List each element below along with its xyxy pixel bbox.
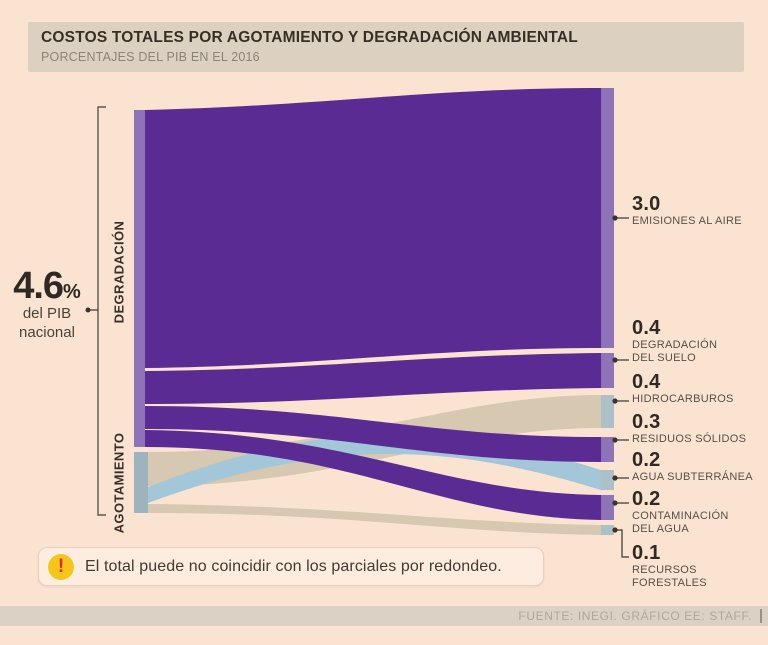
total-caption-line2: nacional bbox=[19, 324, 75, 341]
value-forestales: 0.1 bbox=[632, 542, 661, 564]
text-contaminacion-1: CONTAMINACIÓN bbox=[632, 510, 729, 522]
label-agua: 0.2 AGUA SUBTERRÁNEA bbox=[632, 450, 762, 484]
total-connector-dot bbox=[85, 307, 91, 313]
label-emisiones: 3.0 EMISIONES AL AIRE bbox=[632, 194, 762, 228]
value-residuos: 0.3 bbox=[632, 411, 661, 433]
text-residuos: RESIDUOS SÓLIDOS bbox=[632, 433, 747, 445]
warning-icon: ! bbox=[48, 553, 74, 580]
tick-forestales bbox=[615, 529, 629, 558]
page-title: COSTOS TOTALES POR AGOTAMIENTO Y DEGRADA… bbox=[41, 29, 578, 46]
flow-residuos-solidos bbox=[145, 406, 601, 462]
value-contaminacion: 0.2 bbox=[632, 488, 661, 510]
page-subtitle: PORCENTAJES DEL PIB EN EL 2016 bbox=[41, 50, 260, 64]
label-contaminacion: 0.2 CONTAMINACIÓN DEL AGUA bbox=[632, 489, 762, 536]
node-degradacion bbox=[134, 110, 145, 447]
total-bracket bbox=[97, 106, 106, 516]
label-suelo: 0.4 DEGRADACIÓN DEL SUELO bbox=[632, 318, 762, 365]
label-residuos: 0.3 RESIDUOS SÓLIDOS bbox=[632, 412, 762, 446]
value-agua: 0.2 bbox=[632, 449, 661, 471]
value-emisiones: 3.0 bbox=[632, 193, 661, 215]
group-label-degradacion: DEGRADACIÓN bbox=[111, 220, 127, 324]
node-contaminacion bbox=[601, 495, 614, 520]
text-emisiones: EMISIONES AL AIRE bbox=[632, 215, 742, 227]
node-forestales bbox=[601, 525, 614, 535]
value-suelo: 0.4 bbox=[632, 317, 661, 339]
value-hidrocarburos: 0.4 bbox=[632, 371, 661, 393]
total-number: 4.6 bbox=[13, 265, 64, 307]
label-hidrocarburos: 0.4 HIDROCARBUROS bbox=[632, 372, 762, 406]
text-contaminacion-2: DEL AGUA bbox=[632, 523, 690, 535]
text-suelo-2: DEL SUELO bbox=[632, 352, 697, 364]
group-label-agotamiento: AGOTAMIENTO bbox=[111, 432, 127, 534]
node-emisiones bbox=[601, 88, 614, 348]
text-agua: AGUA SUBTERRÁNEA bbox=[632, 471, 753, 483]
node-agotamiento bbox=[134, 452, 148, 513]
total-caption-line1: del PIB bbox=[22, 305, 72, 322]
source-credit: FUENTE: INEGI. GRÁFICO EE: STAFF. bbox=[518, 609, 752, 623]
node-suelo bbox=[601, 353, 614, 388]
total-block: 4.6% del PIB nacional bbox=[4, 265, 90, 342]
total-unit: % bbox=[63, 281, 81, 303]
flow-emisiones-al-aire bbox=[145, 88, 601, 368]
text-forestales-1: RECURSOS bbox=[632, 564, 697, 576]
rounding-note-text: El total puede no coincidir con los parc… bbox=[85, 557, 502, 575]
label-forestales: 0.1 RECURSOS FORESTALES bbox=[632, 543, 762, 590]
text-hidrocarburos: HIDROCARBUROS bbox=[632, 393, 734, 405]
node-hidrocarburos bbox=[601, 395, 614, 428]
node-residuos bbox=[601, 437, 614, 462]
flow-recursos-forestales bbox=[148, 504, 601, 535]
total-value: 4.6% bbox=[4, 265, 90, 307]
title-box: COSTOS TOTALES POR AGOTAMIENTO Y DEGRADA… bbox=[28, 22, 744, 72]
node-agua-subterranea bbox=[601, 470, 614, 490]
rounding-note: ! El total puede no coincidir con los pa… bbox=[38, 547, 544, 586]
footer-bar: FUENTE: INEGI. GRÁFICO EE: STAFF. bbox=[0, 606, 768, 626]
text-suelo-1: DEGRADACIÓN bbox=[632, 339, 718, 351]
flow-contaminacion-del-agua bbox=[145, 430, 601, 520]
footer-divider bbox=[760, 609, 762, 623]
text-forestales-2: FORESTALES bbox=[632, 577, 707, 589]
flow-degradacion-del-suelo bbox=[145, 353, 601, 404]
